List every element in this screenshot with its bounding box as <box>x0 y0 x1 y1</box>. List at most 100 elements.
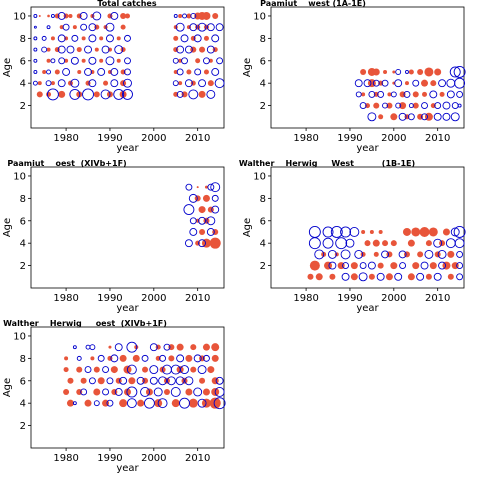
open-bubble <box>84 366 92 374</box>
open-bubble <box>82 88 94 101</box>
filled-bubble <box>404 81 409 86</box>
y-tick-label: 10 <box>13 11 26 22</box>
open-bubble <box>390 91 397 98</box>
open-bubble <box>166 376 176 386</box>
open-bubble <box>433 238 443 248</box>
filled-bubble <box>185 354 193 362</box>
chart-title: Paamiut oest (XIVb+1F) <box>7 159 126 168</box>
open-bubble <box>203 57 210 65</box>
filled-bubble <box>38 14 41 17</box>
open-bubble <box>172 80 179 87</box>
y-tick-label: 4 <box>20 79 26 90</box>
open-bubble <box>407 113 415 121</box>
filled-bubble <box>190 344 197 351</box>
open-bubble <box>215 376 224 385</box>
open-bubble <box>354 249 364 259</box>
open-bubble <box>33 14 38 18</box>
filled-bubble <box>58 90 66 98</box>
negative-residual-series <box>32 11 225 101</box>
filled-bubble <box>392 70 396 74</box>
filled-bubble <box>63 367 69 373</box>
open-bubble <box>421 102 428 110</box>
filled-bubble <box>412 262 420 270</box>
plot-frame <box>270 166 465 289</box>
open-bubble <box>358 272 368 282</box>
chart-panel-2: Paamiut west (1A-1E) 1980 1990 2000 2010 2 4 6 8… <box>242 0 466 154</box>
filled-bubble <box>209 397 221 409</box>
open-bubble <box>408 103 414 109</box>
open-bubble <box>79 12 88 20</box>
open-bubble <box>438 79 447 88</box>
open-bubble <box>140 387 150 397</box>
open-bubble <box>193 34 202 43</box>
plot-frame <box>30 6 225 129</box>
open-bubble <box>446 90 455 99</box>
open-bubble <box>445 238 456 249</box>
y-tick-label: 2 <box>20 101 26 112</box>
filled-bubble <box>202 194 210 202</box>
open-bubble <box>198 79 207 88</box>
open-bubble <box>340 226 352 238</box>
filled-bubble <box>137 399 145 407</box>
open-bubble <box>438 261 447 270</box>
open-bubble <box>197 22 207 32</box>
open-bubble <box>198 216 207 225</box>
filled-bubble <box>207 80 214 87</box>
open-bubble <box>105 56 115 66</box>
negative-residual-series <box>183 182 221 248</box>
open-bubble <box>158 376 168 386</box>
filled-bubble <box>447 250 455 258</box>
filled-bubble <box>93 388 101 396</box>
open-bubble <box>153 387 163 397</box>
open-bubble <box>122 88 133 100</box>
open-bubble <box>367 112 377 122</box>
open-bubble <box>80 23 88 31</box>
filled-bubble <box>185 388 193 396</box>
filled-bubble <box>120 12 127 19</box>
open-bubble <box>207 183 215 191</box>
y-tick-label: 2 <box>20 421 26 432</box>
filled-bubble <box>199 228 206 235</box>
open-bubble <box>211 68 220 76</box>
open-bubble <box>33 47 38 52</box>
open-bubble <box>149 376 158 385</box>
negative-residual-series <box>354 66 466 122</box>
filled-bubble <box>37 81 42 86</box>
y-tick-label: 10 <box>253 11 266 22</box>
filled-bubble <box>385 273 393 281</box>
open-bubble <box>80 388 88 396</box>
filled-bubble <box>94 47 99 52</box>
y-tick-label: 6 <box>260 56 266 67</box>
open-bubble <box>184 239 193 248</box>
filled-bubble <box>442 228 450 236</box>
chart-title: Walther Herwig oest (XIVb+1F) <box>3 319 167 328</box>
open-bubble <box>197 365 207 375</box>
open-bubble <box>453 66 466 78</box>
positive-residual-series <box>194 185 221 249</box>
open-bubble <box>126 341 138 353</box>
open-bubble <box>57 34 66 43</box>
filled-bubble <box>66 399 74 407</box>
open-bubble <box>398 112 407 121</box>
open-bubble <box>58 57 66 65</box>
open-bubble <box>405 70 409 74</box>
filled-bubble <box>378 229 383 234</box>
open-bubble <box>88 377 96 385</box>
x-tick-label: 2010 <box>425 133 450 144</box>
open-bubble <box>308 237 321 250</box>
y-tick-label: 10 <box>13 331 26 342</box>
y-tick-label: 6 <box>260 216 266 227</box>
y-axis-label: Age <box>242 218 253 237</box>
open-bubble <box>126 398 137 409</box>
y-tick-label: 2 <box>20 261 26 272</box>
open-bubble <box>424 249 434 259</box>
filled-bubble <box>116 36 121 41</box>
chart-panel-5: Walther Herwig oest (XIVb+1F) 1980 1990 200… <box>2 319 226 474</box>
open-bubble <box>41 46 48 53</box>
open-bubble <box>194 68 202 76</box>
filled-bubble <box>425 240 432 247</box>
filled-bubble <box>63 388 70 395</box>
y-tick-label: 6 <box>20 376 26 387</box>
y-tick-label: 6 <box>20 216 26 227</box>
open-bubble <box>184 376 194 386</box>
